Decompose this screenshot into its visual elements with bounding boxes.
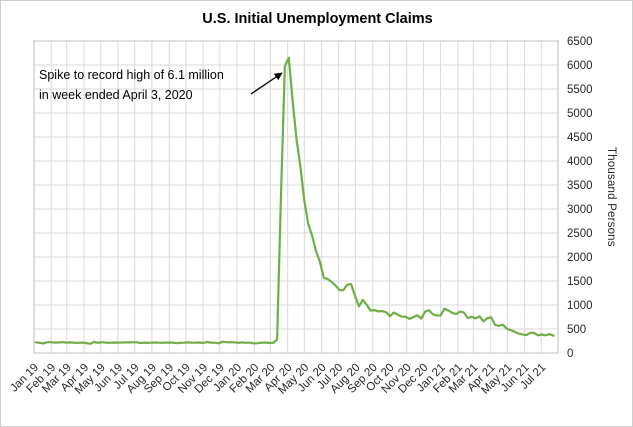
y-tick-label: 2500 <box>567 228 593 240</box>
y-tick-label: 1000 <box>567 300 593 312</box>
peak-annotation-line1: Spike to record high of 6.1 million <box>39 68 224 82</box>
series-line-initial-claims <box>34 56 555 345</box>
annotation-arrow <box>250 72 283 95</box>
plot-border <box>33 40 559 354</box>
y-tick-label: 1500 <box>567 276 593 288</box>
peak-annotation-line2: in week ended April 3, 2020 <box>39 88 193 102</box>
y-tick-label: 5000 <box>567 108 593 120</box>
peak-annotation: Spike to record high of 6.1 million in w… <box>39 65 224 105</box>
y-tick-label: 6500 <box>567 36 593 48</box>
y-tick-label: 2000 <box>567 252 593 264</box>
y-tick-label: 4500 <box>567 132 593 144</box>
y-tick-label: 4000 <box>567 156 593 168</box>
y-axis-title: Thousand Persons <box>605 147 617 247</box>
y-tick-label: 5500 <box>567 84 593 96</box>
y-tick-label: 3500 <box>567 180 593 192</box>
chart-title: U.S. Initial Unemployment Claims <box>202 11 433 27</box>
y-tick-label: 3000 <box>567 204 593 216</box>
y-tick-label: 500 <box>567 324 586 336</box>
y-tick-label: 0 <box>567 348 573 360</box>
y-tick-label: 6000 <box>567 60 593 72</box>
